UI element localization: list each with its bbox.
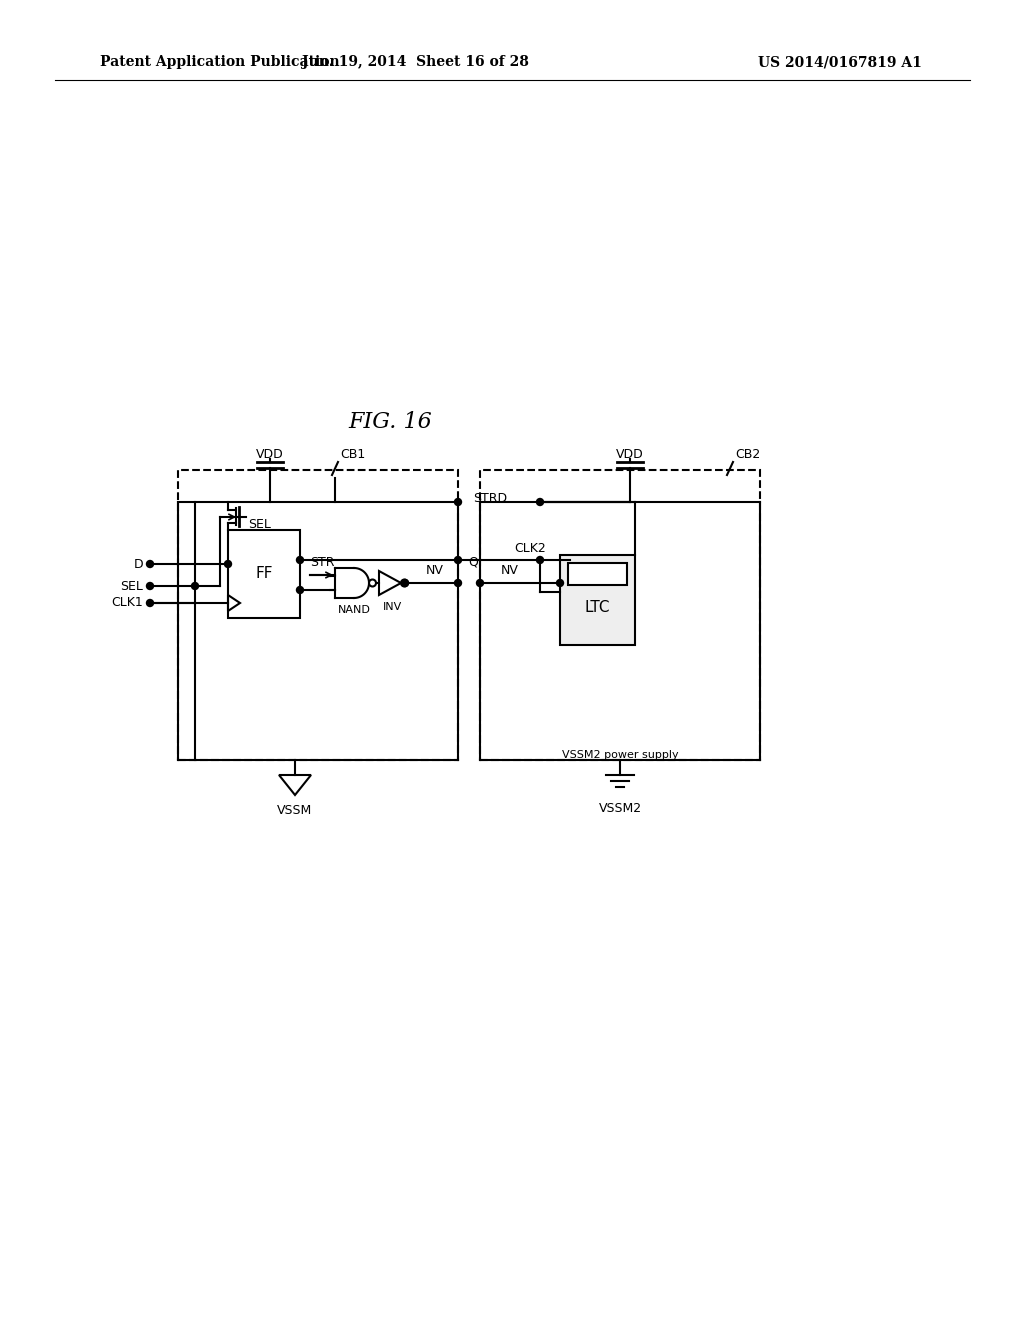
Text: NAND: NAND <box>338 605 371 615</box>
Text: LTC: LTC <box>585 601 610 615</box>
Text: VSSM: VSSM <box>278 804 312 817</box>
Text: NV: NV <box>426 565 444 578</box>
Circle shape <box>401 579 409 586</box>
Text: VDD: VDD <box>256 447 284 461</box>
Circle shape <box>146 561 154 568</box>
Circle shape <box>146 582 154 590</box>
Text: FF: FF <box>255 566 272 582</box>
Text: US 2014/0167819 A1: US 2014/0167819 A1 <box>758 55 922 69</box>
Circle shape <box>297 557 303 564</box>
Bar <box>228 531 300 618</box>
Text: CB1: CB1 <box>340 447 366 461</box>
Circle shape <box>146 599 154 606</box>
Text: INV: INV <box>382 602 401 612</box>
Circle shape <box>224 561 231 568</box>
Text: Jun. 19, 2014  Sheet 16 of 28: Jun. 19, 2014 Sheet 16 of 28 <box>301 55 528 69</box>
Circle shape <box>191 582 199 590</box>
Text: STR: STR <box>309 557 334 569</box>
Circle shape <box>537 557 544 564</box>
Circle shape <box>476 579 483 586</box>
Circle shape <box>297 586 303 594</box>
Circle shape <box>556 579 563 586</box>
Bar <box>178 470 458 760</box>
Text: SEL: SEL <box>248 519 271 532</box>
Circle shape <box>401 579 408 586</box>
Text: CLK2: CLK2 <box>514 541 546 554</box>
Text: VDD: VDD <box>616 447 644 461</box>
Text: Patent Application Publication: Patent Application Publication <box>100 55 340 69</box>
Text: STRD: STRD <box>473 491 507 504</box>
Text: CLK1: CLK1 <box>112 597 143 610</box>
Bar <box>560 554 635 645</box>
Text: Q: Q <box>468 556 478 569</box>
Circle shape <box>537 499 544 506</box>
Circle shape <box>455 557 462 564</box>
Text: D: D <box>133 557 143 570</box>
Bar <box>480 470 760 760</box>
Text: NV: NV <box>501 565 519 578</box>
Text: FIG. 16: FIG. 16 <box>348 411 432 433</box>
Text: VSSM2: VSSM2 <box>598 801 642 814</box>
Circle shape <box>455 499 462 506</box>
Text: VSSM2 power supply: VSSM2 power supply <box>562 750 678 760</box>
Bar <box>568 564 627 585</box>
Circle shape <box>369 579 376 586</box>
Circle shape <box>455 579 462 586</box>
Text: SEL: SEL <box>120 579 143 593</box>
Text: CB2: CB2 <box>735 447 760 461</box>
